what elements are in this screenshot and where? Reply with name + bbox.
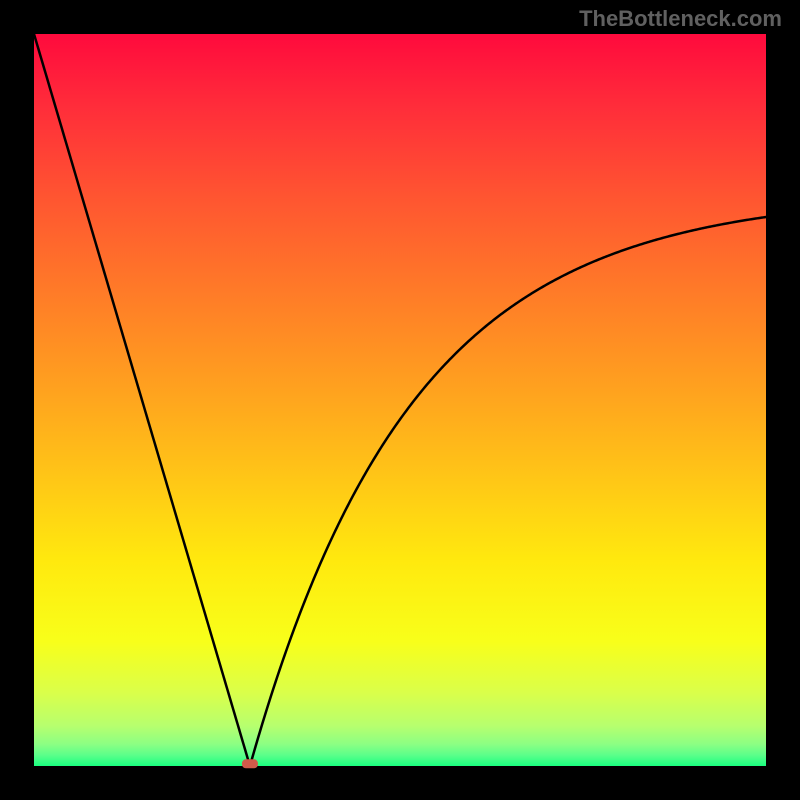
min-marker: [242, 759, 258, 768]
plot-background: [34, 34, 766, 766]
bottleneck-chart: [0, 0, 800, 800]
figure-wrapper: TheBottleneck.com: [0, 0, 800, 800]
